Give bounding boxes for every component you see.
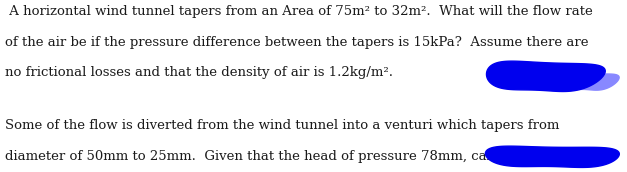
Text: Some of the flow is diverted from the wind tunnel into a venturi which tapers fr: Some of the flow is diverted from the wi…: [5, 119, 559, 132]
Text: no frictional losses and that the density of air is 1.2kg/m².: no frictional losses and that the densit…: [5, 66, 393, 79]
Polygon shape: [556, 73, 619, 90]
Text: of the air be if the pressure difference between the tapers is 15kPa?  Assume th: of the air be if the pressure difference…: [5, 36, 589, 49]
Polygon shape: [485, 146, 619, 167]
Polygon shape: [487, 61, 605, 92]
Text: A horizontal wind tunnel tapers from an Area of 75m² to 32m².  What will the flo: A horizontal wind tunnel tapers from an …: [5, 5, 593, 18]
Text: diameter of 50mm to 25mm.  Given that the head of pressure 78mm, calculate the f: diameter of 50mm to 25mm. Given that the…: [5, 150, 591, 163]
